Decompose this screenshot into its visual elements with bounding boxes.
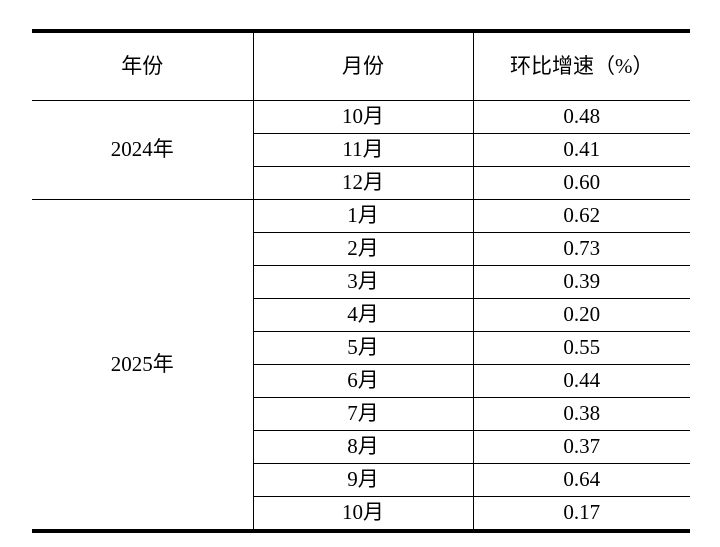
value-cell: 0.48	[472, 100, 690, 134]
year-cell-2025: 2025年	[32, 199, 254, 532]
value-cell: 0.60	[472, 166, 690, 200]
value-cell: 0.39	[472, 265, 690, 299]
header-row: 年份 月份 环比增速（%）	[32, 30, 690, 101]
month-cell: 1月	[252, 199, 474, 233]
table-row: 2月 0.73	[32, 232, 690, 266]
value-cell: 0.38	[472, 397, 690, 431]
table-row: 8月 0.37	[32, 430, 690, 464]
table-row: 3月 0.39	[32, 265, 690, 299]
month-cell: 3月	[252, 265, 474, 299]
month-cell: 4月	[252, 298, 474, 332]
table-row: 6月 0.44	[32, 364, 690, 398]
month-cell: 10月	[252, 100, 474, 134]
value-cell: 0.17	[472, 496, 690, 532]
table-row: 4月 0.20	[32, 298, 690, 332]
value-cell: 0.20	[472, 298, 690, 332]
value-cell: 0.41	[472, 133, 690, 167]
value-cell: 0.37	[472, 430, 690, 464]
value-cell: 0.73	[472, 232, 690, 266]
table-row: 7月 0.38	[32, 397, 690, 431]
month-cell: 8月	[252, 430, 474, 464]
header-growth-cell: 环比增速（%）	[472, 30, 690, 101]
table-row: 2024年 10月 0.48	[32, 100, 690, 200]
month-cell: 5月	[252, 331, 474, 365]
table-row: 10月 0.17	[32, 496, 690, 532]
header-year-cell: 年份	[32, 30, 254, 101]
table-row: 2025年 1月 0.62	[32, 199, 690, 532]
month-cell: 9月	[252, 463, 474, 497]
value-cell: 0.64	[472, 463, 690, 497]
growth-rate-table: 年份 月份 环比增速（%） 2024年 10月 0.48 11月 0.41 12…	[32, 29, 690, 533]
month-cell: 2月	[252, 232, 474, 266]
month-cell: 10月	[252, 496, 474, 532]
month-cell: 6月	[252, 364, 474, 398]
year-cell-2024: 2024年	[32, 100, 254, 200]
month-cell: 11月	[252, 133, 474, 167]
value-cell: 0.44	[472, 364, 690, 398]
month-cell: 12月	[252, 166, 474, 200]
table-row: 9月 0.64	[32, 463, 690, 497]
header-month-cell: 月份	[252, 30, 474, 101]
value-cell: 0.62	[472, 199, 690, 233]
value-cell: 0.55	[472, 331, 690, 365]
month-cell: 7月	[252, 397, 474, 431]
table-row: 11月 0.41	[32, 133, 690, 167]
